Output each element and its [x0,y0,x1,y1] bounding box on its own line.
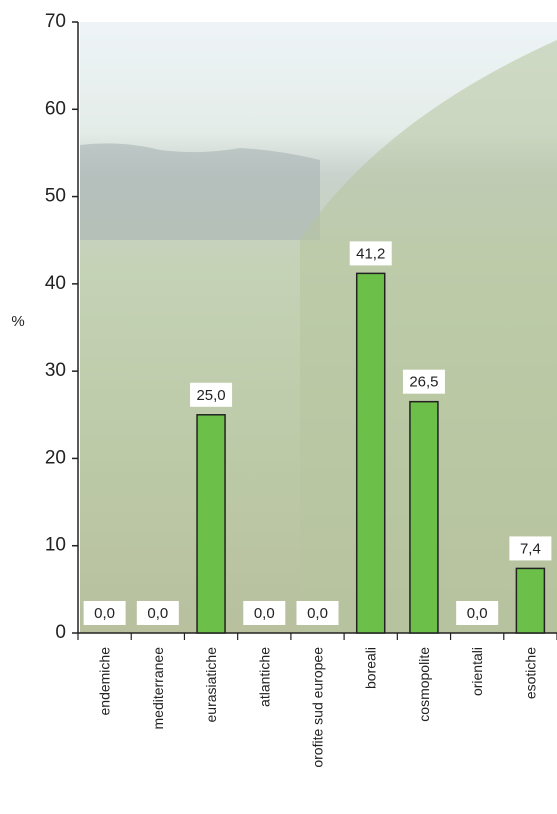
value-label-box [456,601,499,625]
value-label: 0,0 [467,605,488,622]
value-label: 41,2 [356,245,385,262]
x-tick-label: orofite sud europee [310,647,326,768]
value-label-box [136,601,179,625]
y-tick-label: 70 [45,11,66,32]
y-tick-label: 40 [45,273,66,294]
bar [355,272,386,634]
value-label: 0,0 [147,605,168,622]
value-label-box [243,601,286,625]
x-tick-label: cosmopolite [416,647,432,722]
y-tick-label: 50 [45,186,66,207]
value-label: 0,0 [254,605,275,622]
x-tick-label: atlantiche [256,647,272,707]
value-label-box [349,241,392,266]
bar [196,414,226,634]
value-label: 26,5 [409,374,438,391]
value-label: 0,0 [307,605,328,622]
value-label-box [190,382,233,407]
background-hills [80,143,320,240]
y-tick-label: 0 [55,622,66,643]
y-axis-label: % [11,313,24,330]
value-label: 7,4 [520,540,541,557]
y-tick-label: 20 [45,447,66,468]
value-label-box [509,536,552,561]
bar [515,567,546,634]
value-label-box [402,369,445,394]
bar [409,400,439,634]
y-tick-label: 60 [45,98,66,119]
y-tick-label: 30 [45,360,66,381]
x-tick-label: mediterranee [150,647,166,730]
x-tick-label: esotiche [522,647,538,699]
value-label-box [83,601,126,625]
value-label: 25,0 [196,387,225,404]
x-tick-label: endemiche [97,647,113,716]
x-tick-label: orientali [469,647,485,696]
value-label: 0,0 [94,605,115,622]
x-tick-label: eurasiatiche [203,647,219,723]
y-tick-label: 10 [45,535,66,556]
value-label-box [296,601,339,625]
x-tick-label: boreali [363,647,379,689]
